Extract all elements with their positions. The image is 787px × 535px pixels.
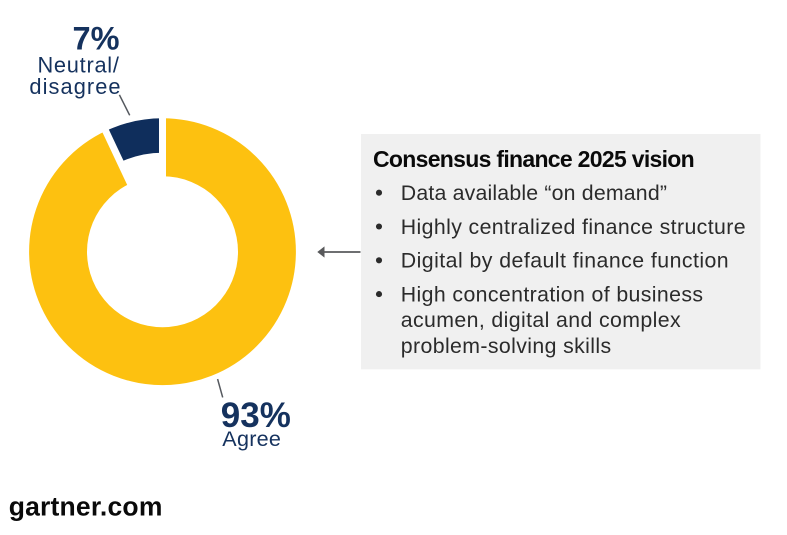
svg-text:gartner.com: gartner.com [9, 492, 163, 522]
svg-text:Consensus finance 2025 vision: Consensus finance 2025 vision [373, 146, 694, 172]
svg-text:Agree: Agree [222, 426, 281, 451]
svg-text:7%: 7% [73, 21, 120, 57]
svg-text:Neutral/: Neutral/ [37, 52, 119, 77]
svg-text:High concentration of business: High concentration of business [401, 282, 704, 306]
svg-text:acumen, digital and complex: acumen, digital and complex [401, 308, 681, 332]
svg-text:problem-solving skills: problem-solving skills [401, 334, 612, 358]
svg-text:Highly centralized finance str: Highly centralized finance structure [401, 215, 746, 239]
svg-text:Data available “on demand”: Data available “on demand” [401, 181, 667, 205]
svg-text:93%: 93% [221, 396, 291, 435]
svg-text:Digital by default finance fun: Digital by default finance function [401, 249, 729, 273]
svg-text:disagree: disagree [29, 74, 121, 99]
